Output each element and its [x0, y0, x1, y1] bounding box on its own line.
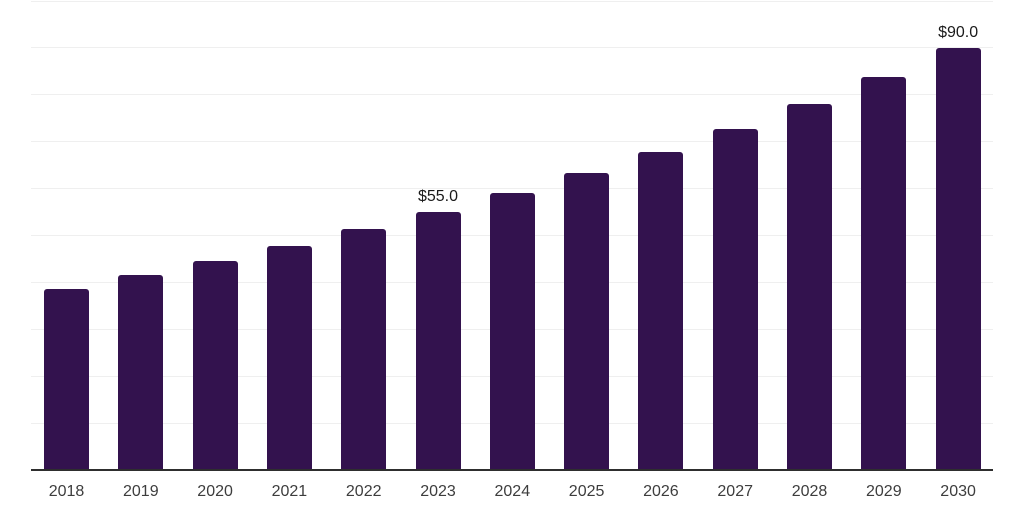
x-tick-label-2023: 2023 — [420, 483, 456, 500]
x-tick-label-2026: 2026 — [643, 483, 679, 500]
gridline-70 — [31, 141, 993, 143]
x-axis-tick-labels: 2018 2019 2020 2021 2022 2023 2024 2025 2026 2027… — [31, 483, 993, 505]
x-tick-label-2024: 2024 — [494, 483, 531, 500]
bar-2027 — [712, 128, 758, 470]
bar-2025 — [564, 173, 610, 470]
bar-2030 — [935, 47, 981, 470]
bar-2028 — [787, 103, 832, 470]
bar-2018 — [44, 288, 89, 470]
plot-area: $55.0 $90.0 — [31, 0, 993, 470]
bar-2024 — [489, 193, 535, 470]
x-tick-label-2018: 2018 — [48, 483, 85, 500]
x-tick-label-2027: 2027 — [717, 483, 753, 500]
x-tick-label-2021: 2021 — [271, 483, 308, 500]
bar-2019 — [118, 275, 164, 470]
x-tick-label-2028: 2028 — [791, 483, 828, 500]
gridline-60 — [31, 188, 993, 190]
bar-2022 — [341, 229, 387, 470]
x-tick-label-2019: 2019 — [123, 483, 159, 500]
x-tick-label-2025: 2025 — [568, 483, 605, 500]
bar-2021 — [266, 245, 312, 470]
bar-2020 — [192, 260, 238, 470]
bar-2029 — [861, 76, 907, 470]
bar-2026 — [638, 151, 684, 470]
x-tick-label-2022: 2022 — [345, 483, 382, 500]
gridline-80 — [31, 94, 993, 96]
data-label-2030: $90.0 — [938, 23, 979, 41]
gridline-100 — [31, 0, 993, 2]
x-tick-label-2020: 2020 — [197, 483, 233, 500]
bar-2023 — [415, 212, 461, 470]
data-label-2023: $55.0 — [417, 188, 459, 206]
x-axis-line — [31, 469, 993, 471]
gridline-90 — [31, 47, 993, 49]
x-tick-label-2030: 2030 — [940, 483, 976, 500]
x-tick-label-2029: 2029 — [866, 483, 902, 500]
